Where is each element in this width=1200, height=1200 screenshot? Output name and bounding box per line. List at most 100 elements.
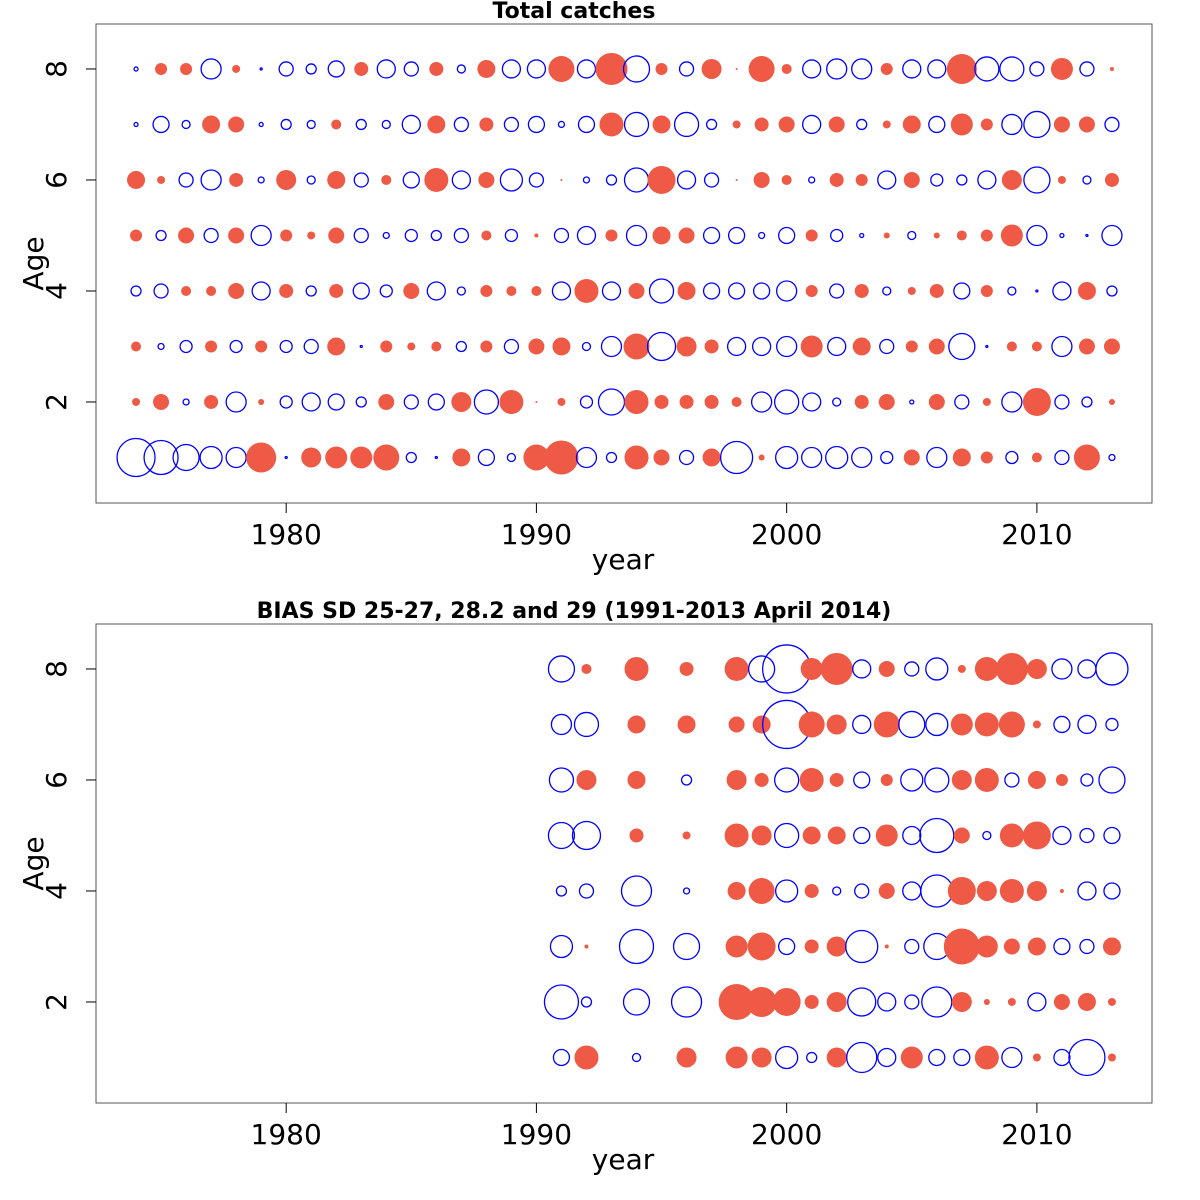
bubble (1095, 652, 1129, 686)
bubble (544, 440, 579, 475)
bubble (854, 283, 869, 298)
bubble (1005, 450, 1019, 465)
bubble (883, 232, 890, 239)
bubble (623, 167, 650, 193)
bubble (975, 935, 998, 958)
bubble (943, 928, 980, 965)
bubble (828, 116, 845, 133)
bubble (974, 1045, 999, 1070)
bubble (153, 283, 169, 299)
bubble (624, 656, 649, 681)
bubble (353, 227, 369, 244)
bubble (898, 710, 926, 739)
bubble (553, 227, 570, 244)
bubble (133, 121, 139, 128)
bubble (801, 446, 823, 469)
bubble (728, 716, 745, 733)
bubble (499, 389, 524, 414)
bubble (157, 175, 166, 184)
bubble (1059, 232, 1065, 239)
bubble (473, 389, 500, 415)
bubble (373, 444, 400, 471)
bubble (907, 286, 916, 295)
bubble (255, 340, 268, 353)
bubble (747, 655, 776, 683)
bubble (1001, 113, 1023, 136)
bubble (350, 446, 373, 469)
bubble (802, 392, 822, 412)
bubble (753, 171, 770, 188)
bubble (1007, 286, 1017, 296)
bubble (995, 652, 1028, 685)
bubble (846, 1041, 878, 1074)
bubble (327, 170, 346, 189)
bubble (575, 446, 598, 469)
bubble (751, 825, 772, 846)
bubble (1104, 116, 1120, 133)
bubble (1022, 387, 1051, 416)
bubble (325, 446, 348, 469)
bubble (535, 400, 538, 403)
bubble (977, 170, 997, 190)
bubble (884, 944, 889, 949)
bubble (853, 826, 871, 845)
bubble (956, 230, 967, 241)
bubble (909, 399, 915, 405)
bubble (907, 230, 917, 241)
bubble (781, 63, 792, 74)
bubble (882, 286, 892, 296)
bubble (279, 339, 293, 354)
x-tick-label: 1990 (501, 518, 572, 551)
bubble (999, 56, 1025, 82)
bubble (327, 337, 346, 356)
bubble (775, 445, 799, 470)
bubble (854, 883, 870, 899)
bubble (581, 341, 592, 352)
bubble (1053, 116, 1070, 133)
bubble (880, 62, 893, 75)
bubble (878, 393, 895, 410)
bubble (228, 282, 245, 299)
bubble (805, 229, 818, 242)
bubble (355, 118, 367, 131)
bubble (623, 333, 650, 360)
bubble (157, 342, 165, 351)
bubble (802, 826, 821, 845)
bubble (1080, 773, 1094, 787)
bubble (453, 116, 469, 133)
bubble (772, 987, 801, 1016)
chart-title: BIAS SD 25-27, 28.2 and 29 (1991-2013 Ap… (257, 599, 892, 624)
bubble (778, 226, 796, 245)
bubble (646, 331, 677, 362)
bubble (555, 885, 568, 897)
bubble (232, 64, 241, 73)
bubble (798, 711, 825, 738)
bubble (946, 53, 977, 84)
bubble (557, 120, 566, 129)
bubble (116, 437, 156, 478)
bubble (877, 992, 897, 1012)
bubble (900, 768, 924, 792)
bubble (305, 285, 317, 297)
bubble (925, 657, 949, 681)
bubble (950, 113, 973, 136)
bubble (557, 397, 566, 406)
bubble (225, 446, 247, 469)
bubble (405, 451, 417, 464)
bubble (953, 827, 970, 844)
bubble (974, 56, 1000, 82)
bubble (246, 442, 277, 473)
bubble (928, 393, 945, 410)
bubble (571, 820, 602, 851)
bubble (748, 55, 775, 82)
bubble (902, 881, 922, 901)
bubble (1027, 937, 1046, 956)
bubble (776, 280, 798, 302)
bubble (727, 282, 746, 300)
bubble (855, 173, 868, 186)
bubble (547, 821, 576, 850)
bubble (1022, 821, 1051, 850)
bubble (1085, 233, 1089, 238)
x-tick-label: 2000 (751, 518, 822, 551)
bubble (746, 986, 777, 1017)
